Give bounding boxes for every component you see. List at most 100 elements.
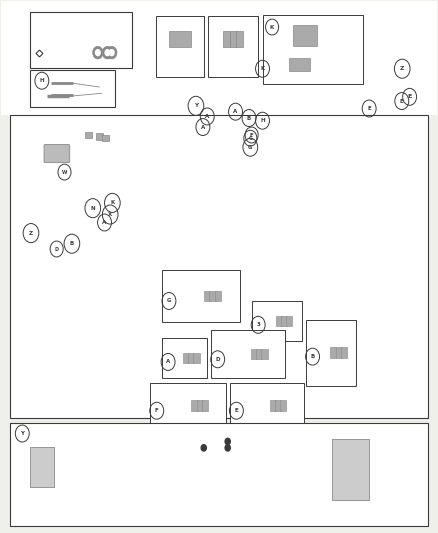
Text: D: D — [55, 246, 59, 252]
Bar — [162, 270, 240, 322]
Text: 7: 7 — [261, 391, 265, 400]
Text: E: E — [234, 408, 238, 413]
Bar — [202, 400, 208, 411]
Text: K: K — [270, 25, 274, 29]
Text: 25: 25 — [229, 76, 240, 85]
Text: 35: 35 — [120, 502, 131, 511]
Text: 14: 14 — [104, 93, 113, 99]
Text: E: E — [407, 94, 412, 99]
Text: 26: 26 — [373, 70, 383, 79]
Bar — [10, 423, 428, 526]
Circle shape — [104, 49, 110, 56]
Bar — [209, 291, 215, 302]
Text: 39: 39 — [72, 445, 83, 454]
Bar — [30, 70, 115, 108]
Bar — [197, 400, 203, 411]
Text: X: X — [108, 212, 112, 217]
Bar — [204, 291, 210, 302]
Text: 15: 15 — [59, 163, 70, 171]
Bar — [223, 31, 230, 47]
Bar — [10, 115, 428, 418]
Bar — [215, 291, 221, 302]
Bar — [188, 353, 194, 364]
Text: G: G — [248, 136, 252, 141]
Circle shape — [225, 445, 230, 451]
Bar — [230, 31, 237, 47]
Bar — [276, 316, 282, 326]
Text: A: A — [166, 359, 170, 365]
Text: W: W — [62, 169, 67, 175]
Text: 14: 14 — [69, 74, 80, 83]
Text: 24: 24 — [175, 61, 185, 70]
Bar — [162, 338, 207, 378]
Text: 20: 20 — [81, 135, 92, 144]
Text: 6: 6 — [336, 345, 341, 354]
Text: A: A — [205, 114, 209, 119]
Bar — [156, 15, 204, 77]
Text: B: B — [311, 354, 314, 359]
Circle shape — [92, 46, 103, 59]
Text: 14: 14 — [204, 303, 213, 312]
Text: 24: 24 — [373, 60, 383, 68]
Text: 1: 1 — [42, 237, 47, 246]
Text: B: B — [247, 116, 251, 120]
Text: 14: 14 — [180, 391, 189, 400]
Bar — [261, 349, 268, 359]
Circle shape — [95, 49, 101, 56]
Circle shape — [225, 438, 230, 445]
Text: N: N — [91, 206, 95, 211]
Circle shape — [106, 46, 117, 59]
Text: 7: 7 — [194, 411, 198, 420]
Circle shape — [109, 49, 115, 56]
FancyBboxPatch shape — [44, 144, 70, 163]
Text: Y: Y — [194, 103, 198, 108]
Text: 39: 39 — [238, 434, 248, 443]
Text: 34: 34 — [81, 492, 92, 502]
Bar — [275, 400, 281, 411]
Text: H: H — [39, 78, 44, 83]
Text: 8: 8 — [205, 391, 210, 400]
Bar — [281, 316, 287, 326]
Text: 18: 18 — [79, 161, 89, 170]
Text: K: K — [261, 66, 265, 71]
Text: A: A — [233, 109, 238, 114]
Text: 7: 7 — [242, 339, 247, 348]
Bar — [211, 330, 285, 378]
Text: 13: 13 — [104, 78, 113, 84]
Text: 32: 32 — [314, 166, 325, 174]
Text: 36: 36 — [240, 464, 251, 472]
Bar — [262, 14, 363, 84]
Text: B: B — [70, 241, 74, 246]
Text: E: E — [400, 99, 404, 103]
Bar — [289, 58, 311, 71]
Text: 11: 11 — [192, 280, 201, 289]
Text: 37: 37 — [227, 506, 237, 515]
Text: F: F — [155, 408, 159, 413]
Bar — [85, 132, 92, 138]
Text: 14: 14 — [373, 79, 383, 88]
Bar — [270, 400, 276, 411]
Bar — [30, 447, 53, 487]
Text: 14: 14 — [269, 411, 279, 420]
Text: 30: 30 — [46, 150, 57, 159]
Text: 20: 20 — [331, 164, 342, 173]
Text: 5: 5 — [189, 351, 194, 360]
Bar — [194, 353, 200, 364]
Text: 27: 27 — [99, 252, 109, 261]
Bar — [252, 301, 302, 341]
Text: 31: 31 — [371, 190, 381, 199]
Text: 17: 17 — [124, 131, 135, 140]
Text: 28: 28 — [283, 166, 294, 174]
Text: 38: 38 — [183, 440, 194, 449]
Text: 14: 14 — [333, 65, 343, 74]
Text: 3: 3 — [256, 322, 260, 327]
Bar — [280, 400, 286, 411]
Text: 29: 29 — [42, 173, 52, 182]
Text: 26: 26 — [333, 41, 343, 50]
Text: 14: 14 — [251, 360, 260, 369]
Text: 10: 10 — [281, 391, 290, 400]
Text: 3: 3 — [412, 220, 417, 229]
Text: F: F — [250, 133, 254, 138]
Bar — [236, 31, 243, 47]
Text: 12: 12 — [215, 280, 225, 289]
